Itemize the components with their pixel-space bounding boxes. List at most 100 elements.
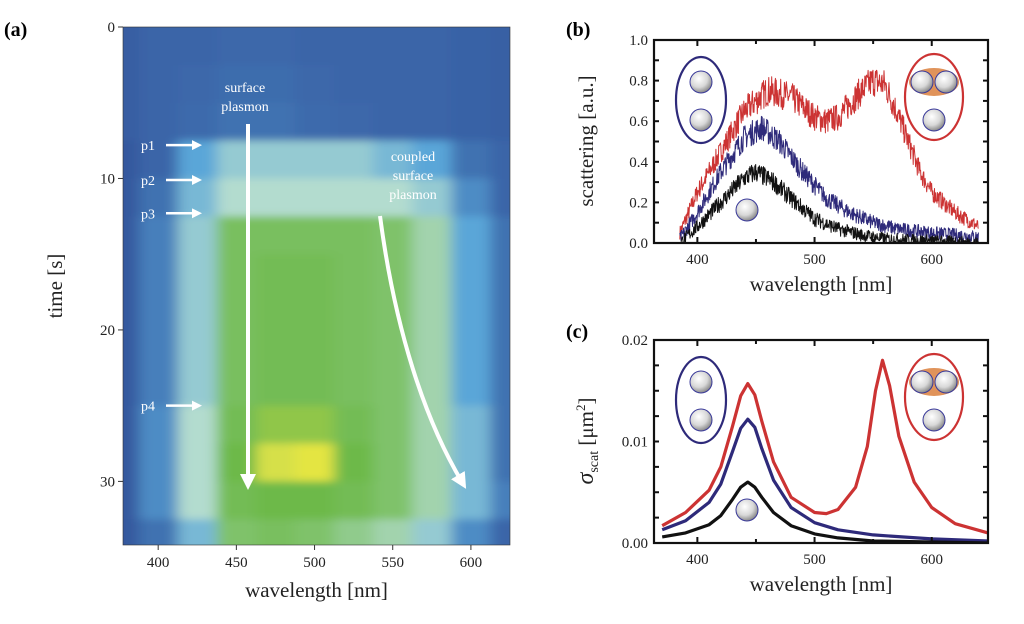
annotation-coupled-surface-plasmon: coupled: [391, 150, 435, 165]
nanoparticle-sphere: [735, 198, 759, 222]
panel-a-heatmap: 400 450 500 550 600 0 10 20 30 wavelength [nm] tim…: [43, 20, 511, 602]
heatmap-cell: [216, 216, 257, 256]
y-axis-label: scattering [a.u.]: [574, 75, 598, 206]
coupled-dimer-inset: [903, 52, 965, 142]
heatmap-cell: [451, 481, 492, 521]
heatmap-cell: [412, 140, 453, 180]
heatmap-cell: [451, 140, 492, 180]
heatmap-cell: [255, 178, 296, 218]
x-tick-label: 400: [147, 555, 170, 571]
x-tick-label: 600: [920, 552, 943, 568]
heatmap-cell: [490, 481, 510, 521]
heatmap-cell: [334, 27, 375, 66]
heatmap-cell: [490, 367, 510, 407]
marker-label-p1: p1: [141, 139, 155, 154]
heatmap-cell: [177, 329, 218, 369]
ylabel-subscript: scat: [587, 451, 602, 473]
heatmap-cell: [295, 443, 336, 483]
coupled-dimer-inset: [903, 352, 965, 442]
heatmap-cell: [334, 178, 375, 218]
y-tick-label: 0.8: [629, 74, 648, 90]
heatmap-cell: [373, 140, 414, 180]
heatmap-cell: [334, 254, 375, 294]
ylabel-unit: [μm: [574, 411, 598, 451]
heatmap-cell: [255, 27, 296, 66]
heatmap-cell: [123, 27, 140, 66]
nanoparticle-sphere: [934, 70, 958, 94]
nanoparticle-sphere: [689, 408, 713, 432]
heatmap-cell: [255, 367, 296, 407]
heatmap-cell: [490, 254, 510, 294]
series-area: [679, 69, 979, 243]
series-line-black: [661, 480, 988, 543]
series-line-black: [679, 164, 979, 243]
heatmap-cell: [373, 481, 414, 521]
heatmap-cell: [490, 443, 510, 483]
heatmap-cell: [412, 178, 453, 218]
x-tick-label: 500: [803, 252, 826, 268]
y-tick-label: 0.2: [629, 195, 648, 211]
annotation-coupled-surface-plasmon: surface: [393, 169, 433, 184]
heatmap-cell: [177, 405, 218, 445]
heatmap-cell: [216, 405, 257, 445]
heatmap-cell: [451, 27, 492, 66]
nanoparticle-sphere: [934, 370, 958, 394]
heatmap-cell: [255, 481, 296, 521]
annotation-surface-plasmon: surface: [225, 81, 265, 96]
heatmap-cell: [177, 216, 218, 256]
heatmap-cell: [373, 102, 414, 142]
heatmap-cell: [451, 178, 492, 218]
heatmap-cell: [216, 64, 257, 104]
y-tick-label: 10: [100, 171, 115, 187]
heatmap-cell: [255, 329, 296, 369]
y-tick-label: 20: [100, 323, 115, 339]
y-tick-label: 0.02: [622, 333, 648, 349]
x-tick-label: 600: [920, 252, 943, 268]
panel-label-c: (c): [566, 321, 588, 343]
heatmap-cell: [123, 481, 140, 521]
heatmap-cell: [373, 64, 414, 104]
heatmap-cell: [334, 292, 375, 331]
heatmap-cell: [412, 481, 453, 521]
heatmap-cell: [334, 367, 375, 407]
x-axis-label: wavelength [nm]: [750, 272, 893, 296]
heatmap-cell: [334, 443, 375, 483]
heatmap-cell: [216, 140, 257, 180]
heatmap-cell: [451, 367, 492, 407]
heatmap-cell: [334, 481, 375, 521]
heatmap-cell: [216, 102, 257, 142]
panel-b-chart: 400 500 600 0.0 0.2 0.4 0.6 0.8 1.0 wavelength [n…: [574, 33, 990, 296]
heatmap-cell: [177, 292, 218, 331]
heatmap-cell: [373, 27, 414, 66]
ylabel-close: ]: [574, 398, 598, 405]
heatmap-cells: [123, 27, 510, 545]
nanoparticle-sphere: [922, 108, 946, 132]
x-axis-label: wavelength [nm]: [245, 578, 388, 602]
heatmap-cell: [177, 367, 218, 407]
y-tick-label: 0.0: [629, 236, 648, 252]
panel-c-chart: 400 500 600 0.00 0.01 0.02 wavelength [nm] σsca…: [573, 333, 990, 596]
y-axis-label: σscat [μm2]: [573, 398, 602, 485]
x-tick-label: 550: [381, 555, 404, 571]
heatmap-cell: [412, 64, 453, 104]
heatmap-cell: [255, 405, 296, 445]
heatmap-cell: [177, 178, 218, 218]
heatmap-cell: [295, 254, 336, 294]
heatmap-cell: [177, 64, 218, 104]
heatmap-cell: [177, 102, 218, 142]
ylabel-symbol: σ: [573, 471, 599, 484]
annotation-surface-plasmon: plasmon: [221, 100, 268, 115]
heatmap-cell: [490, 140, 510, 180]
panel-label-a: (a): [4, 19, 27, 41]
heatmap-cell: [295, 178, 336, 218]
heatmap-cell: [490, 64, 510, 104]
heatmap-cell: [138, 216, 179, 256]
coupled-plasmon-arrow: [378, 215, 467, 489]
x-tick-label: 450: [225, 555, 248, 571]
nanoparticle-sphere: [910, 370, 934, 394]
heatmap-cell: [216, 178, 257, 218]
heatmap-cell: [123, 519, 140, 545]
heatmap-cell: [490, 216, 510, 256]
heatmap-cell: [373, 405, 414, 445]
panel-label-b: (b): [566, 19, 590, 41]
